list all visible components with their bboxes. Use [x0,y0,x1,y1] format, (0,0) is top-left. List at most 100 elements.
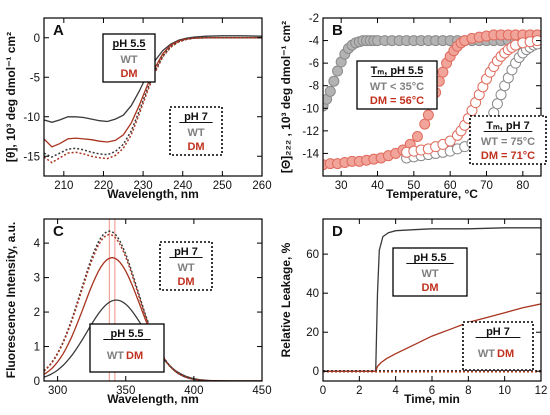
x-tick-label: 0 [320,385,326,397]
y-tick-label: 0 [313,366,319,378]
x-tick-label: 2 [356,385,362,397]
x-tick-label: 220 [94,180,113,192]
y-tick-label: -15 [23,151,40,163]
x-axis-label: Temperature, °C [386,187,478,201]
legend-wt: WT [187,127,204,139]
x-tick-label: 30 [335,180,348,192]
x-tick-label: 240 [173,180,192,192]
x-tick-label: 260 [252,180,271,192]
legend-wt: WT [177,262,194,274]
x-tick-label: 40 [371,180,384,192]
legend-title: Tₘ, pH 5.5 [371,65,424,77]
y-tick-label: 2 [34,307,40,319]
legend-title: Tₘ, pH 7 [486,120,530,132]
legend-wt: WT [478,348,495,360]
series-line-dm7 [44,37,262,164]
legend-dm: DM [120,68,137,80]
x-tick-label: 400 [184,385,203,397]
y-axis-label: Fluorescence Intensity, a.u. [4,222,18,379]
plot-frame [43,218,263,382]
legend-box [462,321,534,371]
y-tick-label: -6 [309,58,319,70]
panel-label: A [53,22,64,39]
legend-box [169,106,223,156]
x-axis-label: Wavelength, nm [107,392,199,406]
legend-box [356,60,438,110]
x-tick-label: 350 [116,385,135,397]
legend-title: pH 5.5 [413,252,446,264]
legend-dm: DM = 56°C [370,95,424,107]
legend-dm: DM [187,141,204,153]
y-tick-label: -10 [302,103,319,115]
legend-title: pH 7 [174,246,198,258]
x-tick-label: 450 [252,385,271,397]
y-axis-label: [θ], 10³ deg dmol⁻¹ cm² [4,32,18,162]
data-point-dm7 [444,135,456,147]
panel-label: C [53,223,64,240]
legend-title: pH 5.5 [112,38,145,50]
legend-dm: DM = 71°C [481,150,535,162]
y-tick-label: 0 [34,33,40,45]
data-point-wt55 [332,65,344,77]
x-tick-label: 230 [133,180,152,192]
legend-dm: DM [126,350,143,362]
plot-area [44,35,262,164]
legend-wt: WT [120,54,137,66]
y-tick-label: -2 [309,13,319,25]
legend-wt: WT = 75°C [481,136,535,148]
plot-frame [322,17,542,177]
legend-box [89,323,165,373]
plot-frame [43,17,263,177]
y-tick-label: -10 [23,112,40,124]
x-tick-label: 6 [429,385,435,397]
legend-dm: DM [421,282,438,294]
panel-label: B [332,22,343,39]
x-tick-label: 210 [54,180,73,192]
y-tick-label: -4 [309,36,320,48]
series-line-wt7 [44,37,262,158]
x-axis-label: Time, min [404,392,460,406]
y-tick-label: -5 [30,72,40,84]
panel-A: 210 220 230 240 250 260 0 -5 -10 -15 Wavelength, n… [4,17,272,201]
x-tick-label: 70 [480,180,493,192]
plot-area [323,227,541,373]
legend-title: pH 5.5 [110,328,143,340]
legend-wt: WT [421,268,438,280]
data-point-dm55 [422,109,434,121]
data-point-dm55 [419,118,431,130]
x-tick-label: 10 [498,385,511,397]
data-point-wt55 [324,85,336,97]
legend-box [159,241,213,291]
panel-label: D [332,223,343,240]
x-tick-label: 300 [48,385,67,397]
panel-B: 30 40 50 60 70 80 -2 -4 -6 -8 -10 -12 -14 Temperature… [279,13,547,201]
data-point-dm55 [411,131,423,142]
y-tick-label: 1 [34,342,40,354]
y-axis-label: Relative Leakage, % [279,242,293,357]
plot-area [323,29,541,171]
y-tick-label: 3 [34,273,40,285]
y-tick-label: 4 [34,238,41,250]
x-axis-label: Wavelength, nm [107,187,199,201]
legend-box [469,115,547,165]
x-tick-label: 8 [465,385,471,397]
legend-title: pH 7 [184,111,208,123]
y-tick-label: 40 [306,288,319,300]
y-tick-label: -8 [309,81,319,93]
x-tick-label: 250 [213,180,232,192]
x-tick-label: 4 [392,385,399,397]
y-tick-label: 0 [34,376,40,388]
data-point-wt7 [495,89,507,101]
legend-box [392,247,468,297]
y-tick-label: -12 [302,126,319,138]
y-tick-label: 60 [306,249,319,261]
panel-D: 0 2 4 6 8 10 12 0 20 40 60 Time, min Relative Leakag… [279,218,547,406]
y-tick-label: -14 [302,148,319,160]
x-tick-label: 80 [516,180,529,192]
legend-title: pH 7 [486,326,510,338]
legend-wt: WT [107,350,124,362]
series-line-dm7 [44,233,262,381]
y-axis-label: [Θ]₂₂₂ , 10³ deg dmol⁻¹ cm² [279,21,293,173]
x-tick-label: 50 [407,180,420,192]
